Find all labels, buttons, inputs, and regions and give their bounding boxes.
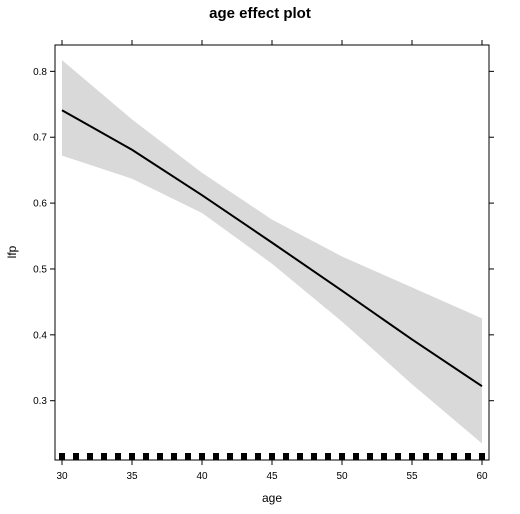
x-axis-ticks: 30 35 40 45 50 55 60 <box>56 40 488 482</box>
rug-mark <box>143 453 149 460</box>
rug-mark <box>283 453 289 460</box>
rug-mark <box>171 453 177 460</box>
x-tick-label: 55 <box>406 471 418 482</box>
rug-mark <box>129 453 135 460</box>
rug-mark <box>227 453 233 460</box>
rug-mark <box>437 453 443 460</box>
rug-mark <box>451 453 457 460</box>
chart-title: age effect plot <box>209 5 311 22</box>
rug-mark <box>325 453 331 460</box>
x-tick-label: 45 <box>266 471 278 482</box>
rug-mark <box>311 453 317 460</box>
rug-mark <box>87 453 93 460</box>
rug-mark <box>157 453 163 460</box>
x-tick-label: 50 <box>336 471 348 482</box>
effect-line-layer <box>61 109 483 388</box>
y-tick-label: 0.8 <box>33 67 47 78</box>
rug-mark <box>339 453 345 460</box>
rug-mark <box>101 453 107 460</box>
y-tick-label: 0.3 <box>33 396 47 407</box>
x-axis-label: age <box>262 491 282 505</box>
rug-mark <box>409 453 415 460</box>
rug-mark <box>241 453 247 460</box>
rug-mark <box>297 453 303 460</box>
rug-mark <box>199 453 205 460</box>
rug-mark <box>185 453 191 460</box>
rug-mark <box>353 453 359 460</box>
x-tick-label: 30 <box>56 471 68 482</box>
y-tick-label: 0.6 <box>33 199 47 210</box>
rug-mark <box>479 453 485 460</box>
rug-mark <box>255 453 261 460</box>
effect-line <box>61 109 483 388</box>
y-tick-label: 0.5 <box>33 264 47 275</box>
confidence-band-layer <box>62 60 482 444</box>
rug-mark <box>213 453 219 460</box>
rug-mark <box>381 453 387 460</box>
x-tick-label: 40 <box>196 471 208 482</box>
rug-mark <box>395 453 401 460</box>
rug-mark <box>59 453 65 460</box>
x-tick-label: 35 <box>126 471 138 482</box>
rug-mark <box>367 453 373 460</box>
rug-mark <box>115 453 121 460</box>
y-tick-label: 0.7 <box>33 133 47 144</box>
y-axis-label: lfp <box>5 245 19 258</box>
y-tick-label: 0.4 <box>33 330 47 341</box>
rug-mark <box>269 453 275 460</box>
y-axis-ticks: 0.3 0.4 0.5 0.6 0.7 0.8 <box>33 67 494 407</box>
rug-layer <box>59 453 485 460</box>
x-tick-label: 60 <box>476 471 488 482</box>
rug-mark <box>423 453 429 460</box>
rug-mark <box>465 453 471 460</box>
rug-mark <box>73 453 79 460</box>
confidence-band <box>62 60 482 444</box>
